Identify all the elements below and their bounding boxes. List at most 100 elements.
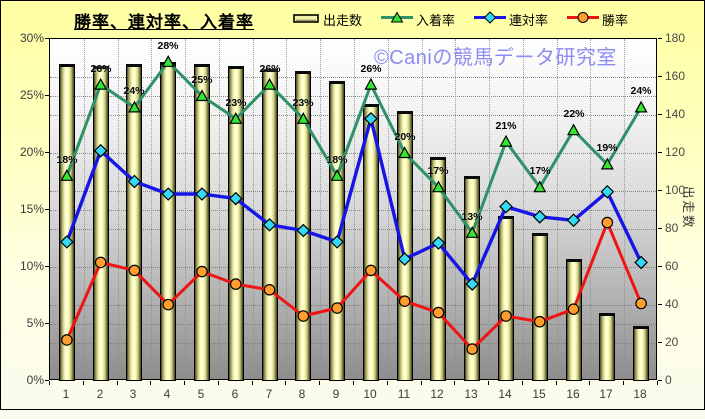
left-axis-tick bbox=[45, 380, 49, 381]
left-axis-tick bbox=[45, 95, 49, 96]
x-axis-tick bbox=[150, 381, 151, 385]
right-axis-tick-label: 180 bbox=[665, 31, 686, 45]
right-axis-tick bbox=[658, 152, 662, 153]
x-axis-tick-label: 2 bbox=[96, 387, 104, 401]
quinella-rate-marker-icon bbox=[127, 174, 142, 189]
place-rate-marker-icon bbox=[499, 134, 513, 147]
gridline-vertical bbox=[320, 39, 321, 379]
x-axis-tick bbox=[319, 381, 320, 385]
chart-title: 勝率、連対率、入着率 bbox=[74, 13, 254, 32]
x-axis-tick-label: 12 bbox=[430, 387, 444, 401]
quinella-rate-marker-icon bbox=[397, 252, 412, 266]
win-rate-marker-icon bbox=[601, 216, 614, 229]
x-axis-tick bbox=[117, 381, 118, 385]
quinella-rate-marker-icon bbox=[600, 184, 615, 199]
right-axis-tick bbox=[658, 228, 662, 229]
gridline-horizontal bbox=[50, 191, 656, 192]
right-axis-tick-label: 20 bbox=[665, 335, 679, 349]
x-axis-tick bbox=[353, 381, 354, 385]
series-lines bbox=[60, 55, 648, 355]
win-rate-marker-icon bbox=[365, 264, 377, 277]
quinella-rate-marker-icon bbox=[228, 191, 243, 206]
legend-label: 勝率 bbox=[602, 13, 629, 28]
place-rate-marker-icon bbox=[465, 226, 479, 238]
triangle-marker-icon bbox=[381, 11, 414, 29]
legend-label: 連対率 bbox=[509, 13, 549, 28]
place-rate-marker-icon bbox=[195, 89, 209, 102]
watermark: ©Caniの競馬データ研究室 bbox=[374, 47, 617, 69]
place-rate-marker-icon bbox=[398, 146, 412, 159]
left-axis-tick-label: 5% bbox=[26, 316, 44, 330]
place-rate-marker-icon bbox=[431, 180, 445, 193]
gridline-vertical bbox=[489, 39, 490, 379]
left-axis-tick-label: 20% bbox=[19, 145, 44, 159]
win-rate-marker-icon bbox=[533, 315, 546, 328]
legend-item-win-rate: 勝率 bbox=[567, 10, 628, 29]
left-axis-tick bbox=[45, 38, 49, 39]
x-axis-tick bbox=[589, 381, 590, 385]
left-axis-tick bbox=[45, 266, 49, 267]
bar-starts bbox=[126, 64, 142, 381]
bar-starts bbox=[397, 111, 413, 381]
x-axis-tick-label: 7 bbox=[265, 387, 273, 401]
quinella-rate-marker-icon bbox=[296, 223, 311, 238]
left-axis-tick-label: 0% bbox=[26, 373, 44, 387]
gridline-vertical bbox=[185, 39, 186, 379]
quinella-rate-marker-icon bbox=[60, 235, 74, 249]
x-axis-tick-label: 10 bbox=[363, 387, 377, 401]
data-label-place-rate: 26% bbox=[360, 63, 382, 75]
bar-starts bbox=[498, 216, 514, 381]
left-axis-tick bbox=[45, 209, 49, 210]
x-axis-tick-label: 17 bbox=[599, 387, 613, 401]
place-rate-marker-icon bbox=[330, 169, 344, 181]
bar-starts bbox=[566, 259, 582, 381]
win-rate-marker-icon bbox=[500, 310, 512, 322]
left-axis-tick bbox=[45, 152, 49, 153]
data-label-place-rate: 26% bbox=[90, 63, 112, 75]
quinella-rate-marker-icon bbox=[195, 187, 209, 201]
legend-item-place-rate: 入着率 bbox=[381, 10, 455, 29]
right-axis-tick bbox=[658, 76, 662, 77]
data-label-place-rate: 25% bbox=[191, 74, 213, 86]
x-axis-tick bbox=[285, 381, 286, 385]
left-axis-tick-label: 25% bbox=[19, 88, 44, 102]
gridline-horizontal bbox=[50, 324, 656, 325]
right-axis-tick-label: 120 bbox=[665, 145, 686, 159]
bar-starts bbox=[228, 66, 244, 381]
bar-starts bbox=[633, 326, 649, 381]
x-axis-tick bbox=[421, 381, 422, 385]
bar-starts bbox=[194, 64, 210, 381]
right-axis-tick bbox=[658, 380, 662, 381]
gridline-vertical bbox=[253, 39, 254, 379]
x-axis-tick bbox=[488, 381, 489, 385]
x-axis-tick-label: 16 bbox=[566, 387, 580, 401]
gridline-horizontal bbox=[50, 210, 656, 211]
gridline-horizontal bbox=[50, 96, 656, 97]
x-axis-tick-label: 6 bbox=[231, 387, 239, 401]
x-axis-tick-label: 15 bbox=[532, 387, 546, 401]
data-label-place-rate: 20% bbox=[394, 131, 416, 143]
right-axis-tick-label: 60 bbox=[665, 259, 679, 273]
x-axis-tick-label: 11 bbox=[397, 387, 411, 401]
data-label-place-rate: 23% bbox=[225, 97, 247, 109]
data-label-place-rate: 18% bbox=[326, 154, 348, 166]
x-axis-tick bbox=[83, 381, 84, 385]
right-axis-tick bbox=[658, 342, 662, 343]
bar-starts bbox=[93, 66, 109, 381]
legend-label: 入着率 bbox=[416, 13, 456, 28]
bar-starts bbox=[363, 104, 379, 381]
right-axis-tick-label: 0 bbox=[665, 373, 672, 387]
place-rate-marker-icon bbox=[296, 112, 310, 124]
x-axis-tick-label: 13 bbox=[464, 387, 478, 401]
right-axis-tick-label: 80 bbox=[665, 221, 679, 235]
quinella-rate-marker-icon bbox=[532, 209, 547, 224]
win-rate-line bbox=[65, 221, 643, 351]
quinella-rate-marker-icon bbox=[364, 111, 378, 126]
right-axis-tick-label: 160 bbox=[665, 69, 686, 83]
win-rate-marker-icon bbox=[229, 278, 242, 290]
data-label-place-rate: 22% bbox=[563, 108, 585, 120]
x-axis-tick bbox=[218, 381, 219, 385]
place-rate-marker-icon bbox=[263, 77, 277, 90]
win-rate-marker-icon bbox=[162, 298, 175, 311]
